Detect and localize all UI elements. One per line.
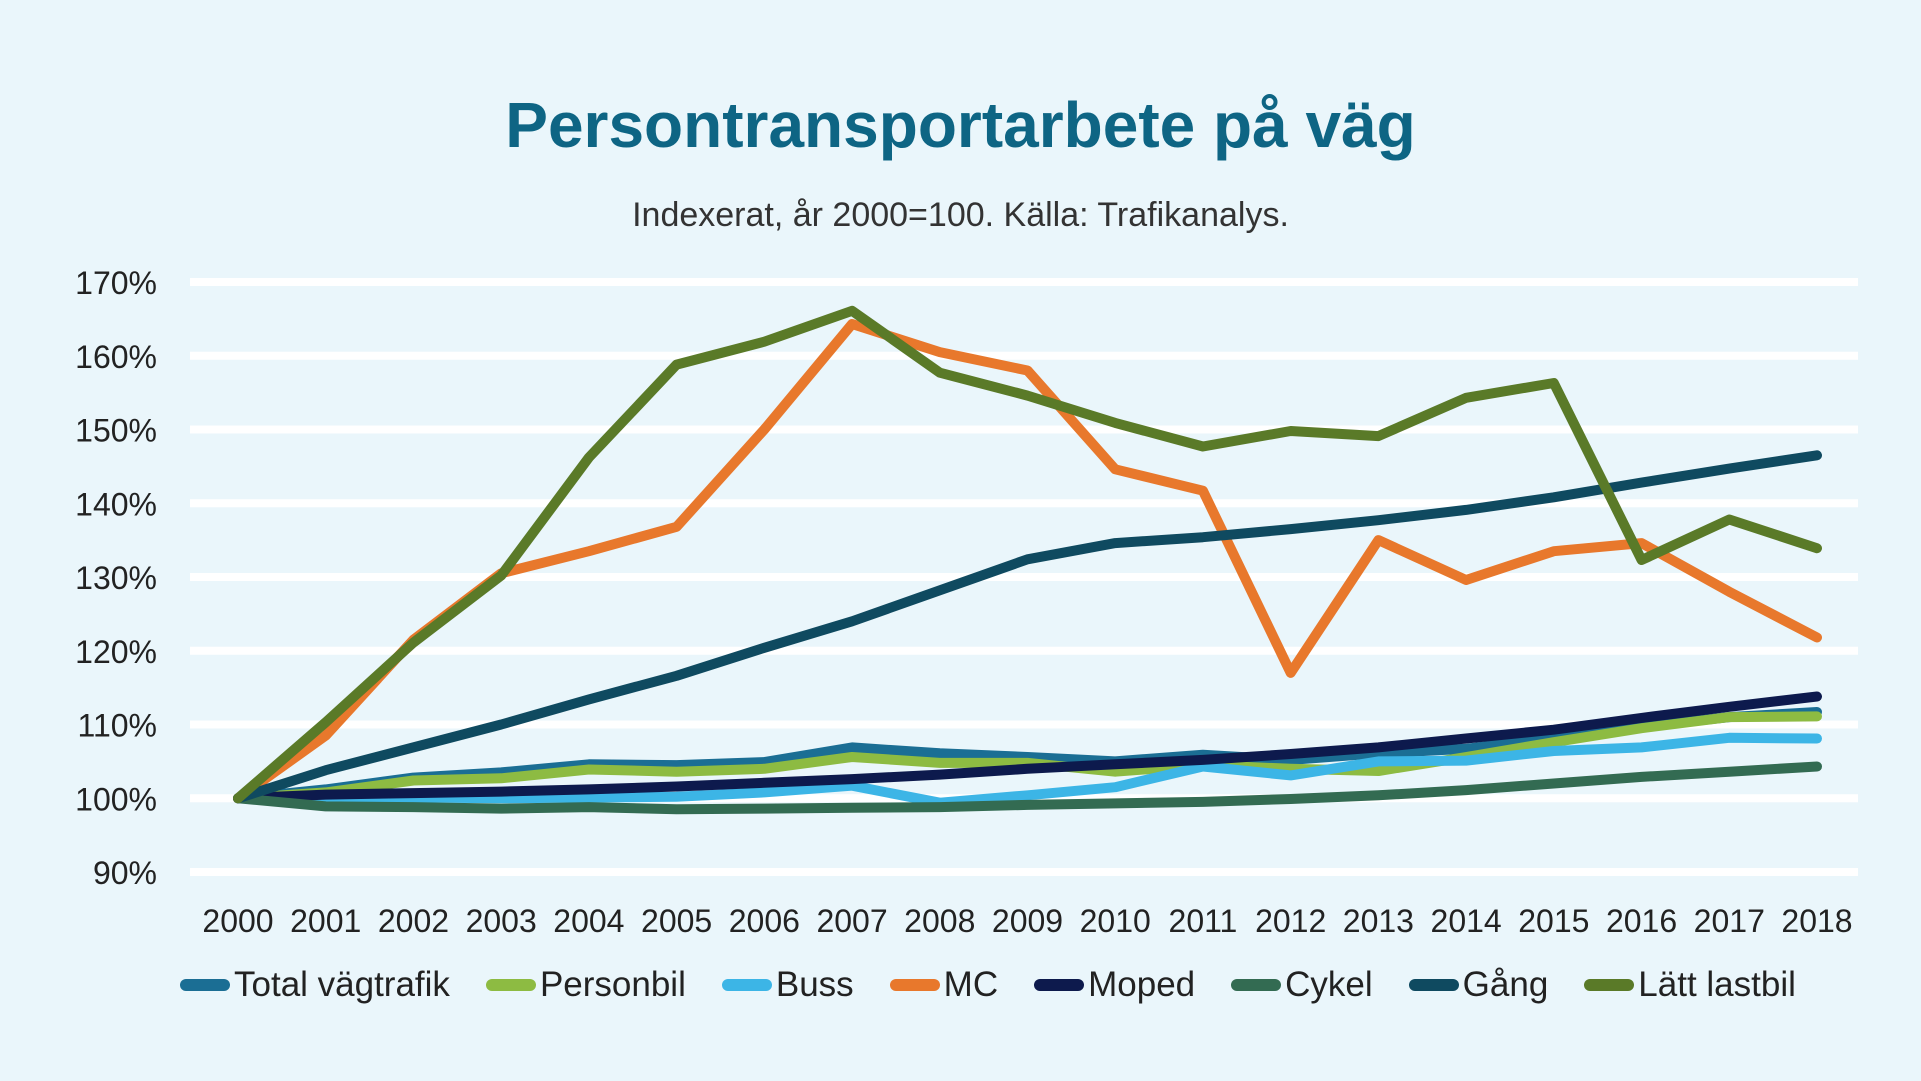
x-tick-label: 2016 [1606, 903, 1677, 939]
x-tick-label: 2014 [1431, 903, 1502, 939]
x-tick-label: 2017 [1694, 903, 1765, 939]
series-line-cykel [233, 761, 1822, 815]
y-tick-label: 150% [75, 413, 157, 449]
legend-swatch [485, 979, 536, 991]
series-line-lätt-lastbil [233, 305, 1822, 804]
x-tick-label: 2011 [1169, 903, 1238, 939]
chart-subtitle: Indexerat, år 2000=100. Källa: Trafikana… [632, 196, 1289, 234]
legend-swatch [721, 979, 772, 991]
legend-label: Buss [775, 965, 854, 1004]
chart-title: Persontransportarbete på väg [505, 89, 1416, 161]
x-tick-label: 2004 [553, 903, 624, 939]
y-tick-label: 160% [75, 339, 157, 375]
x-tick-label: 2007 [816, 903, 887, 939]
legend-item: Gång [1408, 965, 1549, 1005]
series-line-moped [233, 691, 1822, 804]
series-line-buss [233, 732, 1822, 808]
x-tick-label: 2000 [202, 903, 273, 939]
legend-label: Gång [1462, 965, 1549, 1004]
x-tick-label: 2009 [992, 903, 1063, 939]
legend-label: Moped [1088, 965, 1196, 1004]
legend-label: Personbil [539, 965, 686, 1004]
legend-swatch [1584, 979, 1635, 991]
x-tick-label: 2018 [1781, 903, 1852, 939]
x-tick-label: 2010 [1080, 903, 1151, 939]
series-line-personbil [233, 711, 1822, 804]
x-tick-label: 2006 [729, 903, 800, 939]
y-tick-label: 120% [75, 634, 157, 670]
legend-item: Personbil [485, 965, 686, 1005]
x-tick-label: 2002 [378, 903, 449, 939]
legend-swatch [1034, 979, 1085, 991]
legend-label: Total vägtrafik [234, 965, 450, 1004]
y-tick-label: 110% [78, 708, 157, 744]
legend-swatch [1408, 979, 1459, 991]
y-tick-label: 170% [75, 265, 157, 301]
legend-swatch [180, 979, 230, 991]
legend: Total vägtrafik Personbil Buss MC Moped Cykel… [180, 960, 1832, 1010]
x-tick-label: 2003 [466, 903, 537, 939]
x-tick-label: 2015 [1518, 903, 1589, 939]
series-line-gång [233, 450, 1822, 804]
x-tick-label: 2012 [1255, 903, 1326, 939]
y-tick-label: 130% [75, 560, 157, 596]
legend-label: Cykel [1285, 965, 1373, 1004]
y-tick-label: 90% [93, 855, 157, 891]
legend-item: Total vägtrafik [180, 965, 450, 1005]
legend-swatch [1231, 979, 1282, 991]
y-tick-label: 100% [75, 781, 157, 817]
legend-label: Lätt lastbil [1638, 965, 1796, 1004]
legend-item: Lätt lastbil [1584, 965, 1796, 1005]
legend-swatch [889, 979, 940, 991]
legend-item: Moped [1034, 965, 1195, 1005]
x-tick-label: 2008 [904, 903, 975, 939]
y-tick-label: 140% [75, 486, 157, 522]
x-tick-label: 2001 [290, 903, 361, 939]
x-tick-label: 2013 [1343, 903, 1414, 939]
legend-item: MC [889, 965, 999, 1005]
legend-label: MC [943, 965, 999, 1004]
legend-item: Buss [721, 965, 854, 1005]
legend-item: Cykel [1231, 965, 1373, 1005]
x-tick-label: 2005 [641, 903, 712, 939]
